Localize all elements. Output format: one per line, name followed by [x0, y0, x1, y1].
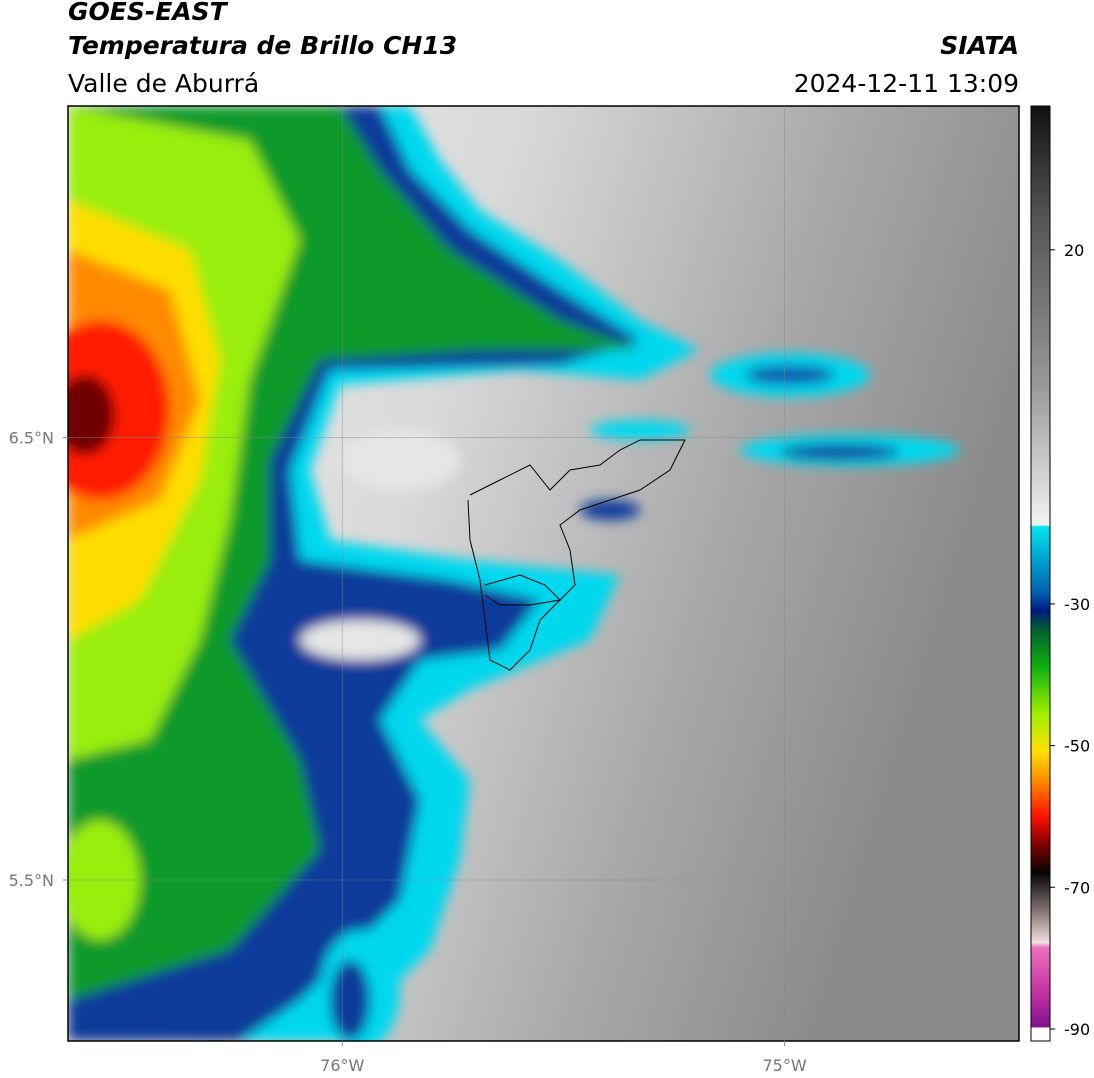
colorbar-label: -90 [1064, 1020, 1090, 1039]
colorbar [1030, 105, 1051, 1042]
lat-label: 5.5°N [9, 871, 54, 890]
datetime: 2024-12-11 13:09 [794, 69, 1019, 98]
colorbar-label: -70 [1064, 878, 1090, 897]
region: Valle de Aburrá [68, 69, 259, 98]
satellite-image [68, 106, 1019, 1041]
source: SIATA [940, 31, 1019, 60]
colorbar-label: 20 [1064, 241, 1084, 260]
lon-label: 76°W [320, 1056, 364, 1075]
colorbar-label: -50 [1064, 737, 1090, 756]
header: GOES-EAST Temperatura de Brillo CH13 Val… [68, 0, 1019, 98]
lat-label: 6.5°N [9, 429, 54, 448]
subtitle: Temperatura de Brillo CH13 [68, 31, 457, 60]
lon-label: 75°W [762, 1056, 806, 1075]
title: GOES-EAST [68, 0, 229, 26]
map-frame [67, 105, 1020, 1042]
colorbar-label: -30 [1064, 595, 1090, 614]
